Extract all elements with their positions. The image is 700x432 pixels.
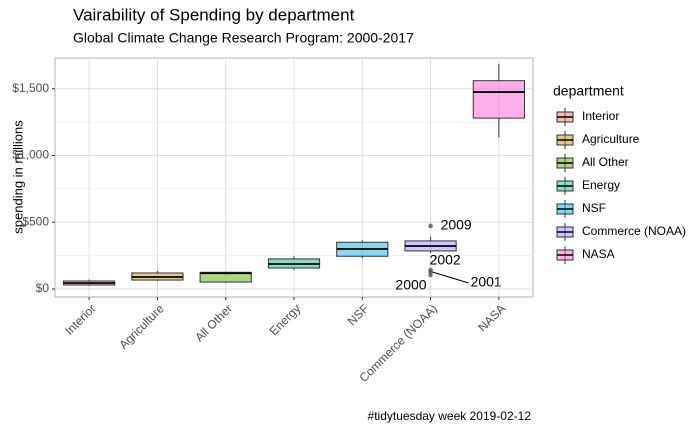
box: [199, 271, 252, 283]
outlier: [428, 272, 433, 278]
legend-label: NASA: [582, 247, 615, 261]
legend-label: All Other: [582, 155, 629, 169]
y-tick-label: $0: [36, 281, 50, 295]
label-leader: [432, 271, 469, 284]
outlier-label: 2009: [441, 217, 472, 233]
legend-label: Commerce (NOAA): [582, 224, 686, 238]
y-axis-label: spending in millions: [10, 120, 25, 234]
outlier: [428, 223, 433, 229]
outlier-label: 2000: [395, 277, 426, 293]
chart-title: Vairability of Spending by department: [73, 5, 355, 24]
caption: #tidytuesday week 2019-02-12: [368, 409, 532, 423]
legend-title: department: [553, 83, 624, 99]
y-tick-label: $500: [22, 214, 49, 228]
legend-label: NSF: [582, 201, 606, 215]
box: [472, 80, 525, 119]
outlier-label: 2002: [430, 252, 461, 268]
y-tick-label: $1,000: [12, 148, 49, 162]
legend-label: Agriculture: [582, 132, 640, 146]
y-tick-label: $1,500: [12, 81, 49, 95]
outlier-label: 2001: [471, 274, 502, 290]
legend-label: Interior: [582, 109, 619, 123]
chart-subtitle: Global Climate Change Research Program: …: [73, 30, 414, 46]
legend-label: Energy: [582, 178, 620, 192]
